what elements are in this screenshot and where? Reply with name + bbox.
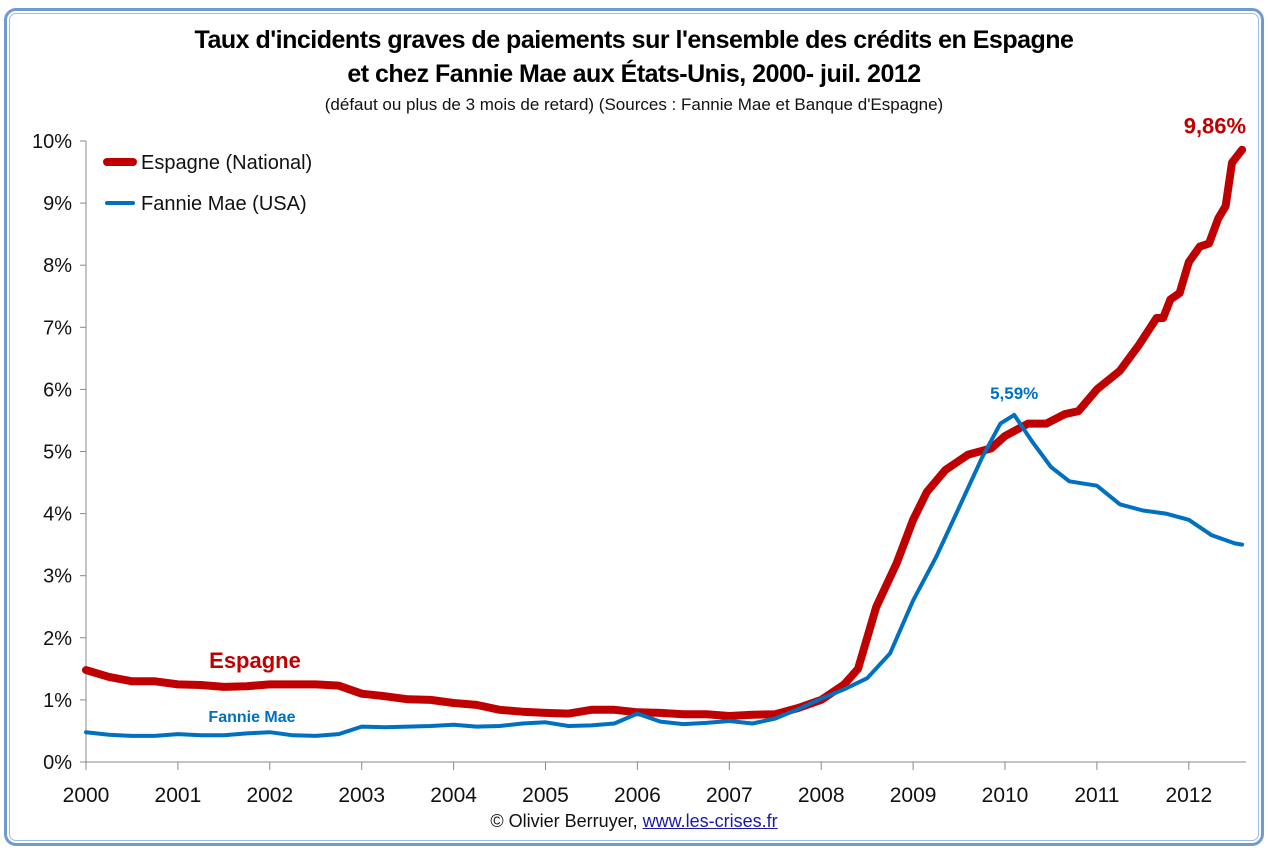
x-tick-label: 2006 [614, 784, 661, 807]
x-tick-label: 2004 [430, 784, 477, 807]
end-value-label: 9,86% [1184, 114, 1246, 139]
credit: © Olivier Berruyer, www.les-crises.fr [0, 811, 1268, 832]
chart-subtitle: (défaut ou plus de 3 mois de retard) (So… [324, 95, 944, 114]
legend-label: Espagne (National) [141, 152, 312, 174]
y-tick-label: 0% [43, 752, 72, 774]
x-tick-label: 2003 [338, 784, 385, 807]
y-tick-label: 6% [43, 379, 72, 401]
y-tick-label: 9% [43, 193, 72, 215]
chart-title: Taux d'incidents graves de paiements sur… [194, 26, 1074, 54]
x-tick-label: 2012 [1165, 784, 1212, 807]
x-tick-label: 2002 [246, 784, 293, 807]
y-tick-label: 7% [43, 317, 72, 339]
x-tick-label: 2005 [522, 784, 569, 807]
y-tick-label: 4% [43, 504, 72, 526]
credit-text: © Olivier Berruyer, [490, 811, 638, 831]
y-tick-label: 8% [43, 255, 72, 277]
x-tick-label: 2000 [63, 784, 110, 807]
peak-value-label: 5,59% [990, 384, 1038, 403]
inline-label-espagne: Espagne [209, 648, 301, 673]
x-tick-label: 2008 [798, 784, 845, 807]
y-tick-label: 5% [43, 442, 72, 464]
series-line-espagne [82, 145, 1247, 720]
credit-link[interactable]: www.les-crises.fr [642, 811, 778, 831]
x-tick-label: 2009 [890, 784, 937, 807]
y-tick-label: 1% [43, 690, 72, 712]
series-line-fannie-mae [84, 412, 1245, 738]
legend-label: Fannie Mae (USA) [141, 193, 307, 215]
x-tick-label: 2007 [706, 784, 753, 807]
y-tick-label: 2% [43, 628, 72, 650]
x-tick-label: 2001 [155, 784, 202, 807]
y-tick-label: 10% [32, 131, 72, 153]
x-tick-label: 2011 [1074, 784, 1119, 807]
inline-label-fannie-mae: Fannie Mae [208, 709, 295, 726]
x-tick-label: 2010 [982, 784, 1029, 807]
y-tick-label: 3% [43, 566, 72, 588]
chart-title-line2: et chez Fannie Mae aux États-Unis, 2000-… [347, 60, 921, 88]
chart-frame [4, 8, 1264, 846]
